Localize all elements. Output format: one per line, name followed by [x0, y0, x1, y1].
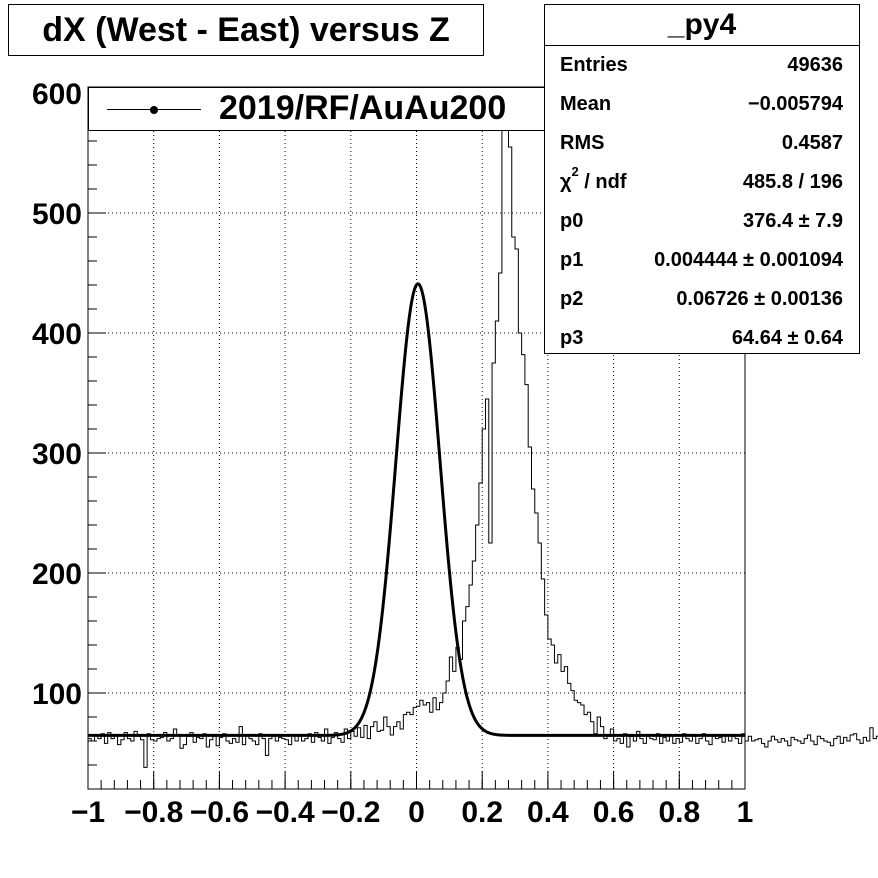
stats-row: Mean −0.005794 [545, 85, 859, 124]
stats-key: p0 [560, 210, 584, 232]
histogram-series [88, 86, 878, 768]
stats-row: p1 0.004444 ± 0.001094 [545, 241, 859, 280]
y-tick-label: 100 [32, 678, 82, 711]
stats-box: _py4 Entries 49636 Mean −0.005794 RMS 0.4587 χ… [544, 4, 860, 354]
x-tick-label: −1 [71, 796, 105, 829]
stats-key: RMS [560, 132, 605, 154]
legend-entry: 2019/RF/AuAu200 [219, 89, 507, 127]
stats-value: −0.005794 [747, 93, 843, 115]
x-tick-label: 0.8 [658, 796, 700, 829]
y-tick-label: 200 [32, 558, 82, 591]
x-axis-tick-labels: −1 −0.8 −0.6 −0.4 −0.2 0 0.2 0.4 0.6 0.8 1 [71, 796, 753, 829]
stats-row: p2 0.06726 ± 0.00136 [545, 280, 859, 319]
stats-key-superscript: 2 [571, 164, 579, 179]
stats-value: 49636 [787, 54, 843, 76]
x-tick-label: −0.6 [190, 796, 249, 829]
chart-title: dX (West - East) versus Z [8, 4, 484, 56]
stats-key: p2 [560, 288, 584, 310]
stats-key: Entries [560, 54, 628, 76]
stats-value: 0.4587 [781, 132, 843, 154]
stats-row: RMS 0.4587 [545, 124, 859, 163]
stats-value: 0.06726 ± 0.00136 [676, 288, 843, 310]
stats-row: Entries 49636 [545, 46, 859, 85]
y-tick-label: 300 [32, 438, 82, 471]
x-tick-label: −0.8 [124, 796, 183, 829]
stats-value: 64.64 ± 0.64 [731, 327, 843, 349]
axis-ticks [87, 92, 746, 790]
x-tick-label: 0.2 [461, 796, 503, 829]
y-tick-label: 400 [32, 318, 82, 351]
stats-key: Mean [560, 93, 612, 115]
x-tick-label: −0.4 [255, 796, 315, 829]
x-tick-label: 0.6 [593, 796, 635, 829]
fit-curve [88, 282, 745, 737]
stats-row: p3 64.64 ± 0.64 [545, 319, 859, 358]
stats-value: 485.8 / 196 [742, 171, 843, 193]
y-tick-label: 500 [32, 198, 82, 231]
stats-key: p3 [560, 327, 584, 349]
stats-row: χ2 / ndf 485.8 / 196 [545, 163, 859, 202]
stats-row: p0 376.4 ± 7.9 [545, 202, 859, 241]
stats-key: p1 [560, 249, 584, 271]
stats-value: 376.4 ± 7.9 [743, 210, 843, 232]
x-tick-label: 0.4 [527, 796, 569, 829]
x-tick-label: 1 [737, 796, 754, 829]
stats-value: 0.004444 ± 0.001094 [654, 249, 843, 271]
legend-marker [150, 106, 158, 114]
stats-title: _py4 [545, 5, 859, 46]
y-axis-tick-labels: 100 200 300 400 500 600 [32, 78, 82, 711]
x-tick-label: −0.2 [321, 796, 380, 829]
x-tick-label: 0 [408, 796, 425, 829]
stats-key: χ2 / ndf [560, 164, 627, 193]
y-tick-label: 600 [32, 78, 82, 111]
legend: 2019/RF/AuAu200 [88, 87, 614, 131]
